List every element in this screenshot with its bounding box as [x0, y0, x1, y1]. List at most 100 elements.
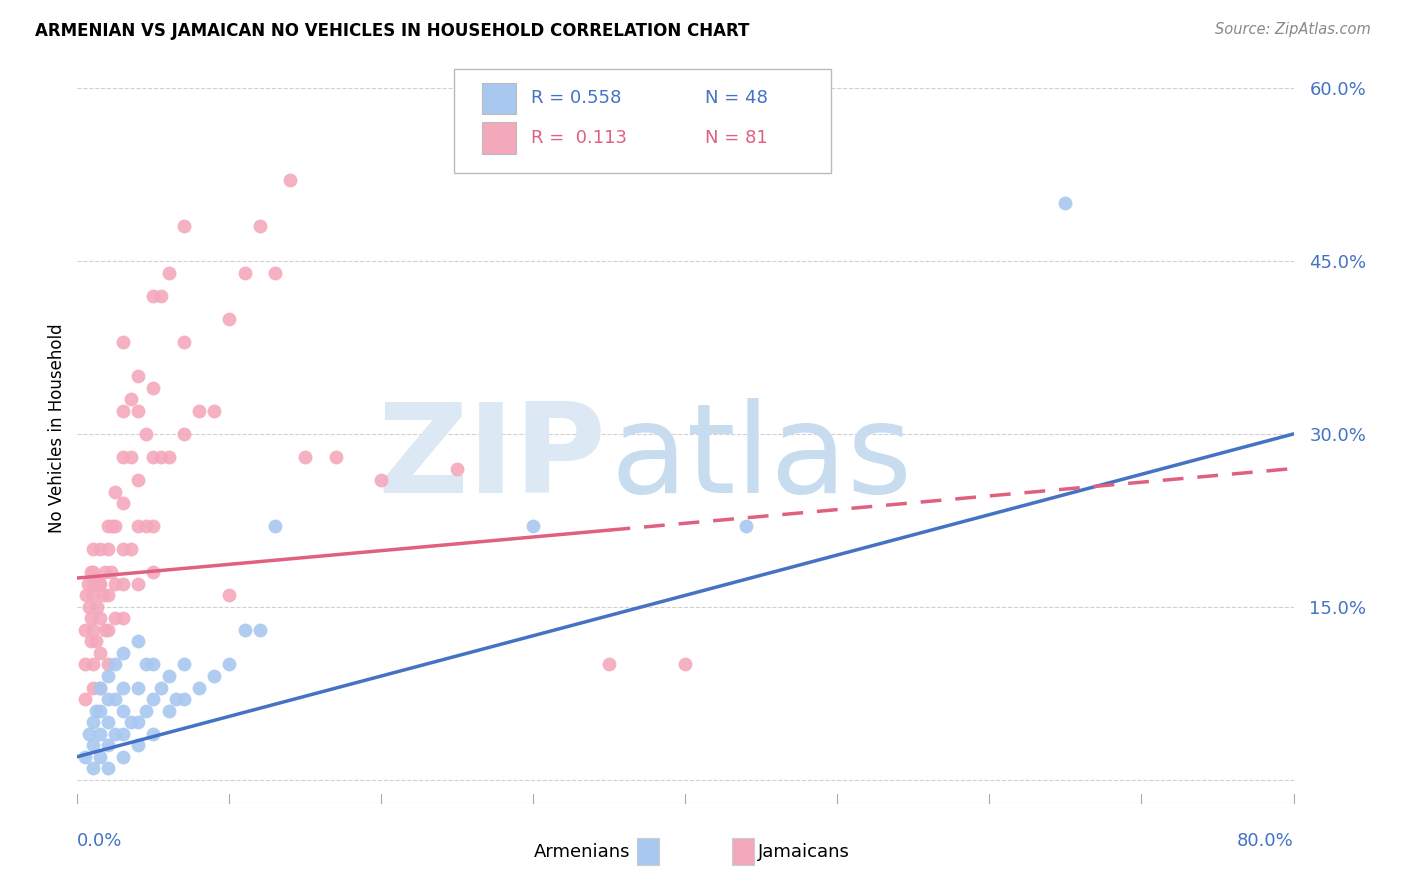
Point	[73, 657, 96, 672]
Point	[84, 634, 107, 648]
Point	[87, 576, 110, 591]
Point	[1054, 196, 1077, 211]
Point	[325, 450, 347, 464]
Point	[97, 519, 120, 533]
Bar	[482, 83, 516, 114]
Point	[157, 704, 180, 718]
Point	[100, 566, 122, 580]
Point	[233, 623, 256, 637]
Point	[73, 623, 96, 637]
Text: 0.0%: 0.0%	[77, 831, 122, 849]
Point	[264, 266, 287, 280]
Point	[149, 450, 172, 464]
Text: N = 81: N = 81	[704, 129, 768, 147]
Point	[127, 473, 149, 487]
Point	[135, 519, 157, 533]
Point	[370, 473, 392, 487]
Point	[218, 588, 240, 602]
Point	[89, 576, 111, 591]
Point	[93, 623, 115, 637]
Point	[89, 749, 111, 764]
Y-axis label: No Vehicles in Household: No Vehicles in Household	[48, 323, 66, 533]
Point	[249, 623, 271, 637]
Point	[82, 715, 104, 730]
Point	[111, 726, 134, 740]
Point	[127, 369, 149, 384]
Point	[142, 288, 165, 302]
Point	[84, 704, 107, 718]
Point	[97, 657, 120, 672]
Point	[142, 692, 165, 706]
Point	[173, 426, 195, 441]
Point	[127, 404, 149, 418]
Point	[111, 496, 134, 510]
Point	[104, 692, 127, 706]
Point	[111, 611, 134, 625]
Point	[218, 657, 240, 672]
Text: R =  0.113: R = 0.113	[531, 129, 627, 147]
Point	[111, 576, 134, 591]
Point	[142, 566, 165, 580]
Point	[101, 519, 124, 533]
Point	[120, 392, 142, 407]
Point	[165, 692, 187, 706]
Point	[82, 588, 104, 602]
Point	[111, 704, 134, 718]
Point	[173, 334, 195, 349]
Text: N = 48: N = 48	[704, 89, 768, 107]
Point	[675, 657, 697, 672]
Point	[135, 704, 157, 718]
Point	[89, 681, 111, 695]
Point	[97, 542, 120, 557]
Point	[93, 566, 115, 580]
Point	[120, 542, 142, 557]
Point	[120, 450, 142, 464]
Point	[188, 681, 211, 695]
Point	[598, 657, 620, 672]
Point	[127, 681, 149, 695]
Point	[82, 623, 104, 637]
Point	[89, 646, 111, 660]
Point	[149, 288, 172, 302]
Point	[97, 692, 120, 706]
Point	[127, 519, 149, 533]
Point	[75, 588, 97, 602]
Point	[86, 599, 108, 614]
Text: ZIP: ZIP	[378, 398, 606, 518]
Point	[97, 623, 120, 637]
Point	[89, 704, 111, 718]
Point	[188, 404, 211, 418]
Point	[157, 450, 180, 464]
Point	[91, 588, 114, 602]
Point	[89, 726, 111, 740]
Point	[135, 426, 157, 441]
Point	[104, 726, 127, 740]
Point	[104, 484, 127, 499]
Point	[111, 450, 134, 464]
Point	[80, 611, 103, 625]
Point	[264, 519, 287, 533]
Point	[82, 542, 104, 557]
Point	[278, 173, 301, 187]
Point	[104, 611, 127, 625]
Point	[135, 657, 157, 672]
Point	[80, 566, 103, 580]
Point	[82, 657, 104, 672]
Point	[522, 519, 544, 533]
Point	[142, 519, 165, 533]
Point	[149, 681, 172, 695]
Point	[142, 657, 165, 672]
Point	[142, 381, 165, 395]
Point	[294, 450, 316, 464]
Point	[111, 681, 134, 695]
Point	[142, 450, 165, 464]
Point	[218, 311, 240, 326]
Point	[97, 588, 120, 602]
Point	[233, 266, 256, 280]
Point	[89, 542, 111, 557]
Point	[249, 219, 271, 234]
Point	[77, 576, 100, 591]
Point	[79, 726, 101, 740]
Point	[127, 576, 149, 591]
Point	[104, 657, 127, 672]
